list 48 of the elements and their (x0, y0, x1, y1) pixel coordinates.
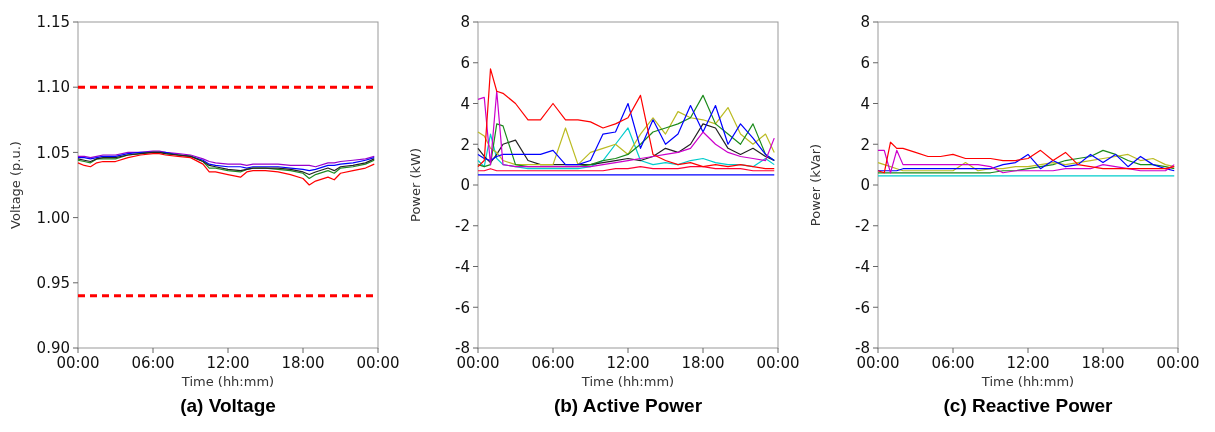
y-tick-label: 1.05 (36, 143, 70, 162)
line-series (477, 68, 775, 170)
y-tick-label: -4 (855, 257, 870, 276)
x-tick-label: 00:00 (56, 354, 100, 372)
text: (a) Voltage (180, 395, 276, 416)
y-tick-label: 4 (860, 94, 870, 113)
x-tick-label: 06:00 (131, 354, 175, 372)
x-tick-label: 00:00 (456, 354, 500, 372)
y-tick-label: 8 (460, 13, 470, 32)
y-tick-label: 0 (460, 176, 470, 195)
x-tick-label: 00:00 (756, 354, 800, 372)
x-tick-label: 00:00 (856, 354, 900, 372)
y-tick-label: 8 (860, 13, 870, 32)
y-tick-label: 1.00 (36, 208, 70, 227)
text: (c) Reactive Power (943, 395, 1114, 416)
x-tick-label: 12:00 (1006, 354, 1050, 372)
x-tick-label: 12:00 (206, 354, 250, 372)
x-tick-label: 00:00 (1156, 354, 1200, 372)
x-tick-label: 12:00 (606, 354, 650, 372)
y-tick-label: 6 (460, 54, 470, 72)
x-tick-label: 06:00 (531, 354, 575, 372)
x-tick-label: 18:00 (681, 354, 725, 372)
y-tick-label: -6 (855, 298, 870, 317)
y-axis-title: Power (kW) (408, 148, 423, 222)
y-tick-label: 1.15 (36, 13, 70, 32)
x-axis-title: Time (hh:mm) (180, 374, 275, 389)
y-tick-label: 6 (860, 54, 870, 72)
text: (b) Active Power (553, 395, 703, 416)
y-tick-label: 2 (860, 135, 870, 154)
y-tick-label: -6 (455, 298, 470, 317)
y-tick-label: -2 (455, 217, 470, 235)
y-tick-label: -4 (455, 257, 470, 276)
y-tick-label: 0.95 (36, 274, 70, 293)
line-series (877, 141, 1175, 174)
y-tick-label: 0 (860, 176, 870, 195)
y-tick-label: 2 (460, 135, 470, 154)
x-tick-label: 18:00 (1081, 354, 1125, 372)
y-tick-label: 4 (460, 94, 470, 113)
line-series (77, 153, 375, 186)
x-axis-title: Time (hh:mm) (980, 374, 1075, 389)
x-tick-label: 18:00 (281, 354, 325, 372)
y-tick-label: 1.10 (36, 78, 70, 97)
x-tick-label: 00:00 (356, 354, 400, 372)
y-axis-title: Power (kVar) (808, 143, 823, 227)
x-axis-title: Time (hh:mm) (580, 374, 675, 389)
y-tick-label: -2 (855, 217, 870, 235)
y-axis-title: Voltage (p.u.) (8, 141, 23, 229)
x-tick-label: 06:00 (931, 354, 975, 372)
